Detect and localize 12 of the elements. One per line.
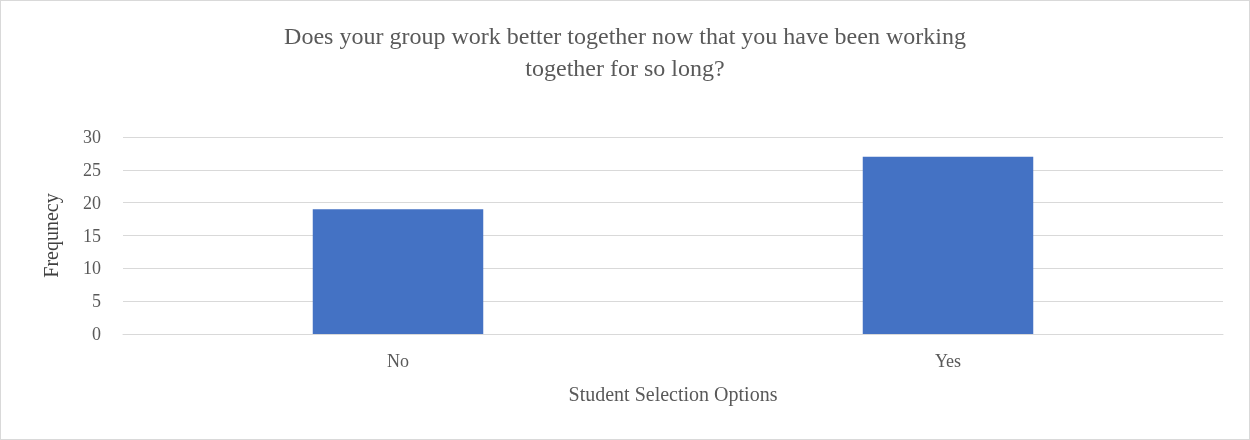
y-tick-label: 15 xyxy=(83,225,101,246)
y-tick-label: 25 xyxy=(83,159,101,180)
y-tick-label: 30 xyxy=(83,127,101,147)
y-tick-label: 10 xyxy=(83,258,101,279)
chart-title: Does your group work better together now that you have been working together for so long? xyxy=(284,23,966,81)
x-tick-label: No xyxy=(387,351,409,371)
y-tick-label: 20 xyxy=(83,192,101,213)
x-tick-label: Yes xyxy=(934,351,962,371)
y-tick-label: 0 xyxy=(92,324,101,344)
x-axis-title: Student Selection Options xyxy=(568,383,778,406)
y-tick-label: 5 xyxy=(92,291,101,312)
y-axis-title: Frequnecy xyxy=(40,193,63,278)
